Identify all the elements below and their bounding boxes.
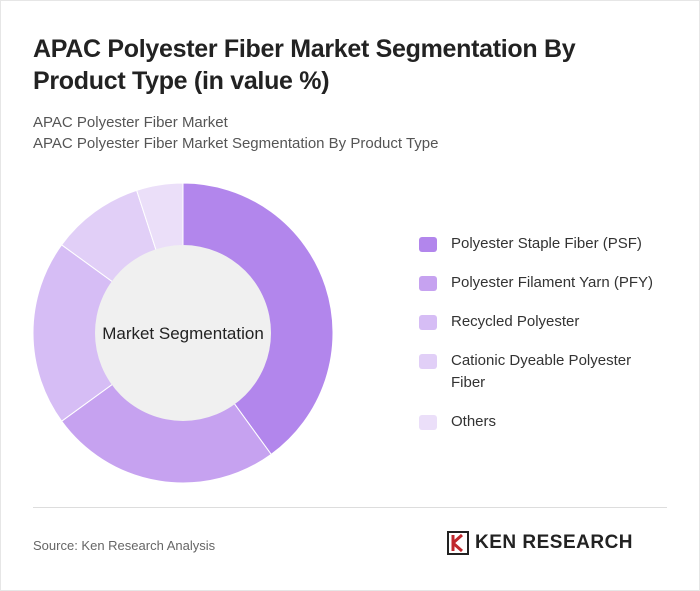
legend-swatch [419,276,437,291]
subtitle: APAC Polyester Fiber Market Segmentation… [33,135,439,152]
legend-item: Others [419,411,679,433]
legend-item: Cationic Dyeable Polyester Fiber [419,350,679,394]
divider [33,507,667,508]
legend-item: Recycled Polyester [419,311,679,333]
donut-hole [95,245,271,421]
legend-label: Polyester Staple Fiber (PSF) [451,235,642,252]
legend-item: Polyester Staple Fiber (PSF) [419,233,679,255]
logo: KEN RESEARCH [447,531,633,555]
center-label: Market Segmentation [102,324,264,343]
legend-label: Cationic Dyeable Polyester Fiber [451,352,632,391]
legend-swatch [419,415,437,430]
legend: Polyester Staple Fiber (PSF) Polyester Fi… [419,233,679,450]
subtitle: APAC Polyester Fiber Market [33,114,228,131]
legend-swatch [419,237,437,252]
logo-text: KEN RESEARCH [475,532,634,553]
source: Source: Ken Research Analysis [33,538,216,553]
legend-item: Polyester Filament Yarn (PFY) [419,272,679,294]
legend-label: Recycled Polyester [451,313,580,330]
logo-icon [447,531,469,555]
donut-chart: Market Segmentation [32,182,334,484]
legend-swatch [419,354,437,369]
legend-swatch [419,315,437,330]
title: APAC Polyester Fiber Market Segmentation… [33,35,576,95]
legend-label: Others [451,413,497,430]
legend-label: Polyester Filament Yarn (PFY) [451,274,654,291]
